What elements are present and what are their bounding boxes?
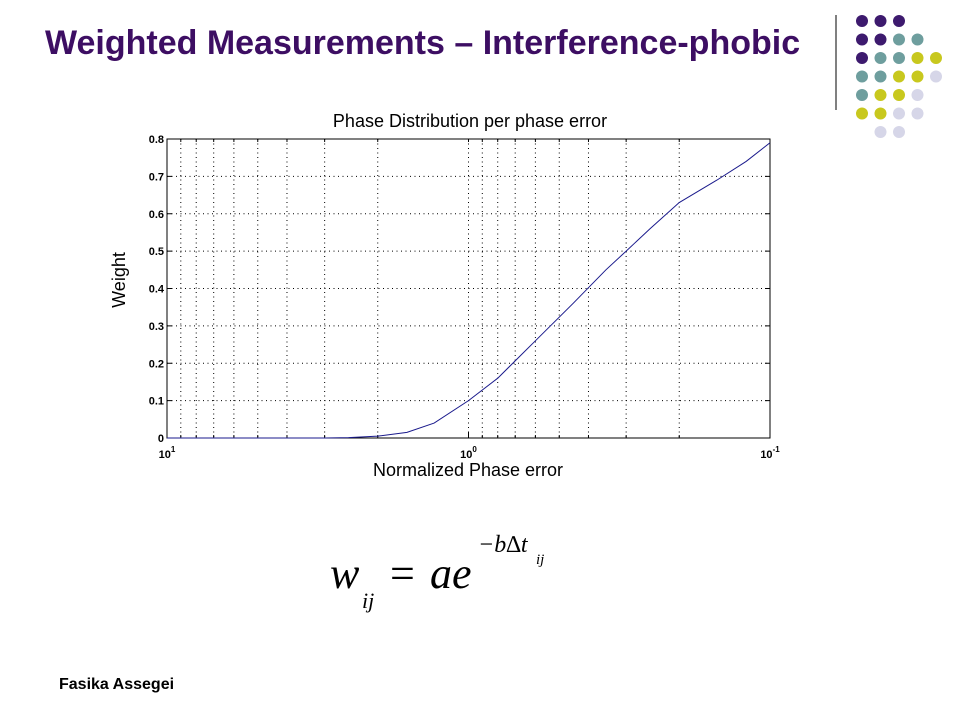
decor-dot-purple xyxy=(874,15,887,27)
axis-ticks: 0 0.1 0.2 0.3 0.4 0.5 0.6 0.7 0.8 101 100 10-1 xyxy=(149,134,781,461)
decor-dot-olive xyxy=(856,107,868,120)
decor-dot-teal xyxy=(911,33,924,46)
y-tick-label: 0.5 xyxy=(149,246,164,258)
x-axis-label: Normalized Phase error xyxy=(373,460,563,480)
equation-w-subscript: ij xyxy=(362,588,374,613)
x-tick-label: 10-1 xyxy=(760,445,780,461)
decor-dot-teal xyxy=(856,70,868,83)
decor-dot-teal xyxy=(893,52,905,64)
y-tick-label: 0.6 xyxy=(149,209,164,221)
chart-title: Phase Distribution per phase error xyxy=(333,111,607,131)
decor-dot-lavender xyxy=(893,126,905,138)
equation-equals: = xyxy=(390,549,415,598)
weight-curve-line xyxy=(167,142,771,439)
decor-dot-olive xyxy=(893,70,905,83)
equation-ae: ae xyxy=(430,549,472,598)
decor-dot-olive xyxy=(874,89,887,101)
decor-dot-lavender xyxy=(911,107,924,120)
footer-author: Fasika Assegei xyxy=(59,676,175,693)
decorative-dot-pattern xyxy=(835,15,942,138)
slide-title: Weighted Measurements – Interference-pho… xyxy=(45,24,801,62)
y-tick-label: 0.1 xyxy=(149,396,164,408)
y-tick-label: 0.3 xyxy=(149,321,164,333)
equation-exponent-subscript: ij xyxy=(536,552,544,568)
decor-dot-olive xyxy=(874,107,887,120)
y-tick-label: 0.2 xyxy=(149,358,164,370)
decor-dot-purple xyxy=(856,15,868,27)
decor-dot-lavender xyxy=(874,126,887,138)
decor-dot-lavender xyxy=(930,70,942,83)
decor-dot-purple xyxy=(856,33,868,46)
weight-equation: w ij = ae −b∆t ij xyxy=(330,520,590,620)
decor-dot-purple xyxy=(893,15,905,27)
equation-exponent: −b∆t xyxy=(478,532,529,558)
x-tick-label: 100 xyxy=(460,445,477,461)
equation-w: w xyxy=(330,549,360,598)
y-tick-label: 0.4 xyxy=(149,284,165,296)
decor-dot-purple xyxy=(856,52,868,64)
y-tick-label: 0 xyxy=(158,433,164,445)
decor-dot-teal xyxy=(874,70,887,83)
y-tick-label: 0.8 xyxy=(149,134,164,146)
decor-dot-olive xyxy=(911,52,924,64)
decor-dot-teal xyxy=(893,33,905,46)
decor-dot-olive xyxy=(893,89,905,101)
decor-dot-purple xyxy=(874,33,887,46)
decor-dot-teal xyxy=(856,89,868,101)
y-axis-label: Weight xyxy=(109,252,129,308)
decor-dot-lavender xyxy=(911,89,924,101)
phase-distribution-chart: 0 0.1 0.2 0.3 0.4 0.5 0.6 0.7 0.8 101 100 10-1 Phas… xyxy=(109,111,781,480)
y-tick-label: 0.7 xyxy=(149,171,164,183)
decor-dot-olive xyxy=(911,70,924,83)
decor-dot-teal xyxy=(874,52,887,64)
x-tick-label: 101 xyxy=(159,445,176,461)
decor-dot-olive xyxy=(930,52,942,64)
decor-dot-lavender xyxy=(893,107,905,120)
